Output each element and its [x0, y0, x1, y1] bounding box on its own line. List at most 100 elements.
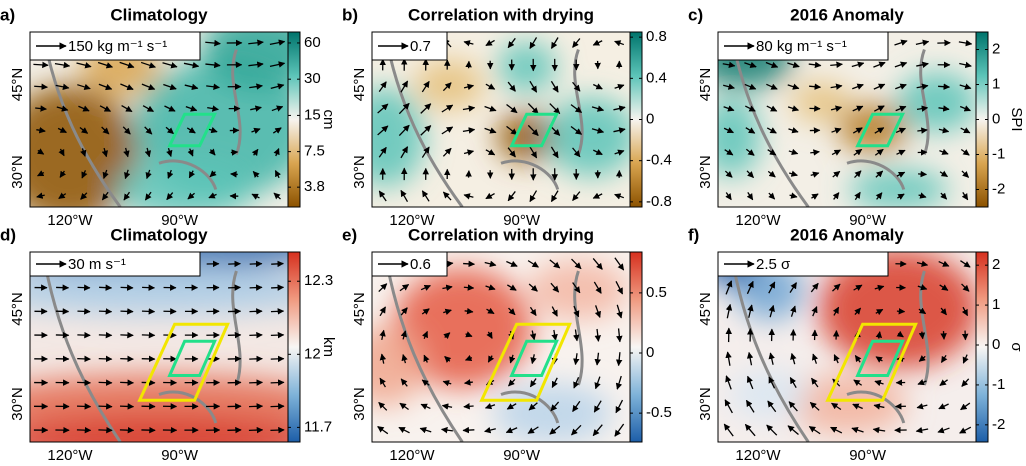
- flow-arrow: [420, 403, 431, 410]
- flow-arrow: [787, 105, 800, 112]
- flow-arrow: [571, 424, 582, 436]
- flow-arrow: [940, 354, 948, 363]
- flow-arrow: [166, 148, 173, 158]
- flow-arrow: [789, 282, 797, 293]
- flow-arrow: [485, 39, 495, 47]
- panel: 2.5 σ f) 2016 Anomaly 120°W 90°W 45°N 30°N 2 1 0 -…: [688, 225, 1025, 463]
- flow-arrow: [377, 103, 389, 114]
- panel-title: Correlation with drying: [408, 225, 594, 244]
- flow-arrow: [98, 379, 113, 386]
- flow-arrow: [873, 83, 886, 90]
- flow-arrow: [36, 127, 46, 134]
- flow-arrow: [550, 146, 559, 159]
- flow-arrow: [142, 105, 154, 113]
- flow-arrow: [572, 81, 581, 92]
- flow-arrow: [248, 39, 264, 46]
- flow-arrow: [896, 149, 906, 156]
- flow-arrow: [420, 125, 432, 136]
- flow-arrow: [615, 375, 623, 390]
- flow-arrow: [875, 356, 883, 363]
- lat-label: 45°N: [9, 68, 26, 102]
- flow-arrow: [379, 353, 387, 364]
- flow-arrow: [79, 126, 89, 134]
- flow-arrow: [120, 355, 134, 363]
- colorbar-tick-label: -2: [992, 180, 1005, 197]
- flow-arrow: [400, 330, 407, 340]
- flow-arrow: [961, 192, 969, 201]
- flow-arrow: [270, 379, 285, 386]
- flow-arrow: [120, 379, 135, 386]
- flow-arrow: [549, 259, 561, 269]
- flow-arrow: [506, 125, 518, 136]
- flow-arrow: [615, 399, 624, 414]
- flow-arrow: [787, 425, 799, 435]
- flow-arrow: [485, 192, 495, 200]
- flow-arrow: [873, 403, 885, 410]
- flow-arrow: [55, 83, 70, 91]
- flow-arrow: [572, 38, 581, 48]
- flow-arrow: [918, 331, 926, 340]
- flow-arrow: [464, 307, 474, 315]
- flow-arrow: [273, 192, 281, 200]
- flow-arrow: [768, 304, 775, 318]
- flow-arrow: [185, 105, 198, 112]
- lon-label: 120°W: [389, 447, 435, 464]
- flow-arrow: [379, 377, 386, 388]
- colorbar-tick-label: 0.8: [646, 28, 667, 45]
- flow-arrow: [614, 149, 625, 156]
- flow-arrow: [249, 260, 263, 268]
- flow-arrow: [162, 62, 178, 69]
- colorbar-tick-label: 0: [646, 344, 654, 361]
- lon-label: 90°W: [503, 447, 541, 464]
- flow-arrow: [745, 399, 755, 413]
- flow-arrow: [57, 126, 67, 134]
- flow-arrow: [551, 329, 558, 341]
- flow-arrow: [916, 105, 929, 112]
- flow-arrow: [186, 127, 196, 134]
- colorbar-tick-label: -1: [992, 145, 1005, 162]
- flow-arrow: [166, 192, 174, 201]
- flow-arrow: [811, 193, 819, 200]
- flow-arrow: [810, 171, 820, 178]
- flow-arrow: [444, 356, 452, 363]
- flow-arrow: [164, 105, 176, 112]
- colorbar-tick-label: -1: [992, 376, 1005, 393]
- flow-arrow: [463, 193, 474, 200]
- flow-arrow: [854, 191, 861, 201]
- flow-arrow: [830, 105, 843, 112]
- flow-arrow: [528, 283, 538, 292]
- flow-arrow: [723, 127, 734, 134]
- flow-arrow: [550, 282, 560, 293]
- flow-arrow: [97, 61, 114, 69]
- flow-arrow: [123, 191, 131, 201]
- flow-arrow: [852, 105, 864, 112]
- field-blob: [787, 374, 907, 434]
- flow-arrow: [766, 424, 778, 436]
- colorbar: [975, 251, 989, 443]
- flow-arrow: [938, 127, 950, 134]
- flow-arrow: [462, 105, 476, 112]
- flow-arrow: [400, 378, 408, 387]
- flow-arrow: [248, 61, 264, 68]
- field-blob: [30, 84, 139, 207]
- field-blob: [372, 87, 425, 187]
- flow-arrow: [529, 306, 537, 317]
- flow-arrow: [616, 304, 623, 319]
- study-region: [167, 339, 217, 377]
- flow-arrow: [529, 378, 537, 388]
- flow-arrow: [852, 83, 864, 90]
- flow-arrow: [896, 171, 906, 178]
- colorbar-tick-label: -0.5: [646, 404, 672, 421]
- colorbar-tick-label: 60: [304, 34, 321, 51]
- flow-arrow: [119, 426, 135, 434]
- study-region: [509, 112, 560, 148]
- panel: 80 kg m⁻¹ s⁻¹ c) 2016 Anomaly 120°W 90°W 45°N…: [688, 5, 1025, 228]
- panel-title: Climatology: [110, 5, 208, 24]
- colorbar-tick-label: 1: [992, 75, 1000, 92]
- flow-arrow: [140, 61, 156, 69]
- flow-arrow: [441, 426, 453, 434]
- flow-arrow: [271, 260, 284, 268]
- flow-arrow: [400, 146, 409, 159]
- flow-arrow: [485, 149, 496, 156]
- flow-arrow: [788, 127, 799, 134]
